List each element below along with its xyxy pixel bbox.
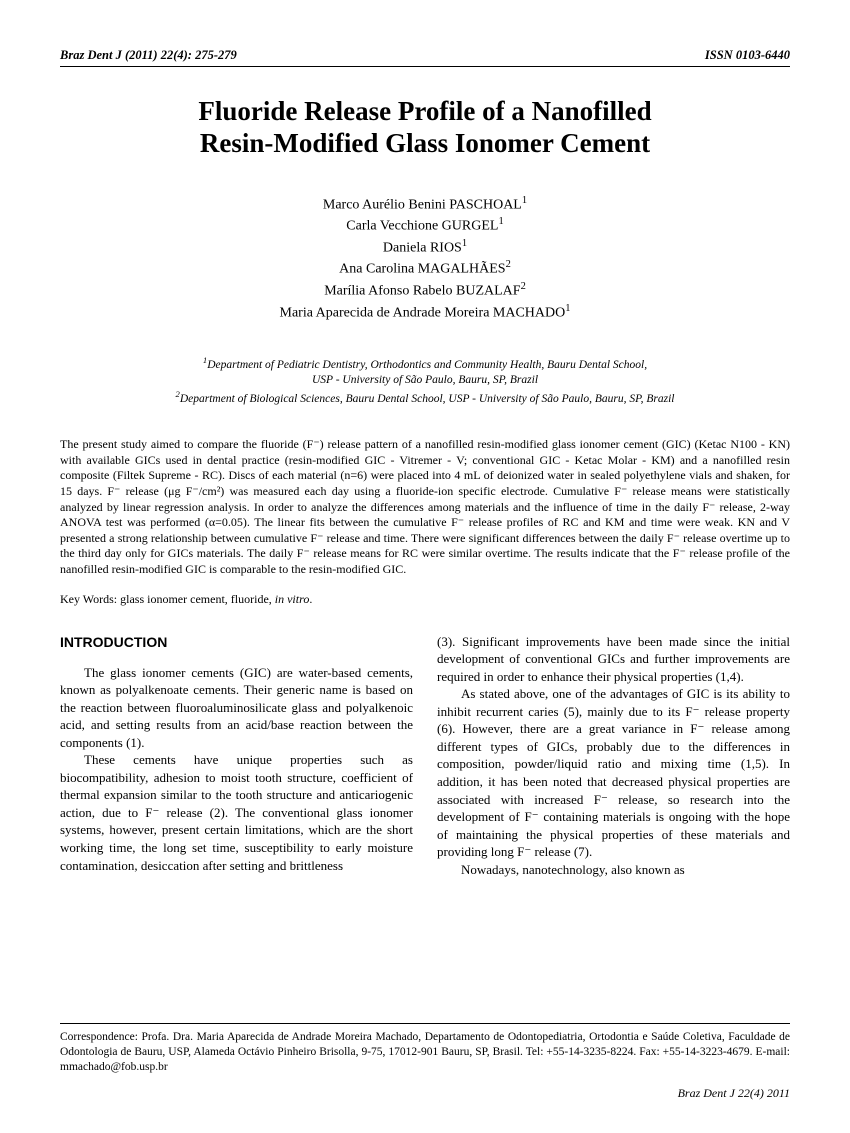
header-bar: Braz Dent J (2011) 22(4): 275-279 ISSN 0… bbox=[60, 48, 790, 67]
keywords-text: glass ionomer cement, fluoride, bbox=[120, 592, 275, 606]
left-column: INTRODUCTION The glass ionomer cements (… bbox=[60, 633, 413, 879]
journal-citation: Braz Dent J (2011) 22(4): 275-279 bbox=[60, 48, 237, 63]
author-6: Maria Aparecida de Andrade Moreira MACHA… bbox=[280, 305, 566, 320]
author-5: Marília Afonso Rabelo BUZALAF bbox=[324, 284, 520, 299]
author-2: Carla Vecchione GURGEL bbox=[346, 219, 498, 234]
footer-citation: Braz Dent J 22(4) 2011 bbox=[678, 1086, 790, 1101]
author-4: Ana Carolina MAGALHÃES bbox=[339, 262, 505, 277]
body-paragraph-1: The glass ionomer cements (GIC) are wate… bbox=[60, 664, 413, 752]
issn-number: ISSN 0103-6440 bbox=[705, 48, 790, 63]
body-paragraph-5: Nowadays, nanotechnology, also known as bbox=[437, 861, 790, 879]
title-line-2: Resin-Modified Glass Ionomer Cement bbox=[200, 128, 650, 158]
correspondence: Correspondence: Profa. Dra. Maria Aparec… bbox=[60, 1023, 790, 1075]
author-1: Marco Aurélio Benini PASCHOAL bbox=[323, 197, 522, 212]
affiliation-2: Department of Biological Sciences, Bauru… bbox=[180, 393, 675, 405]
introduction-heading: INTRODUCTION bbox=[60, 633, 413, 652]
body-paragraph-3: (3). Significant improvements have been … bbox=[437, 633, 790, 686]
author-3: Daniela RIOS bbox=[383, 241, 462, 256]
author-list: Marco Aurélio Benini PASCHOAL1 Carla Vec… bbox=[60, 194, 790, 323]
right-column: (3). Significant improvements have been … bbox=[437, 633, 790, 879]
affiliation-1b: USP - University of São Paulo, Bauru, SP… bbox=[312, 374, 538, 386]
article-title: Fluoride Release Profile of a Nanofilled… bbox=[60, 95, 790, 160]
body-paragraph-4: As stated above, one of the advantages o… bbox=[437, 685, 790, 860]
body-columns: INTRODUCTION The glass ionomer cements (… bbox=[60, 633, 790, 879]
body-paragraph-2: These cements have unique properties suc… bbox=[60, 751, 413, 874]
title-line-1: Fluoride Release Profile of a Nanofilled bbox=[198, 96, 651, 126]
keywords: Key Words: glass ionomer cement, fluorid… bbox=[60, 592, 790, 607]
keywords-label: Key Words: bbox=[60, 592, 120, 606]
abstract-text: The present study aimed to compare the f… bbox=[60, 437, 790, 577]
affiliation-1a: Department of Pediatric Dentistry, Ortho… bbox=[207, 359, 647, 371]
keywords-italic: in vitro bbox=[275, 592, 310, 606]
affiliations: 1Department of Pediatric Dentistry, Orth… bbox=[60, 355, 790, 407]
